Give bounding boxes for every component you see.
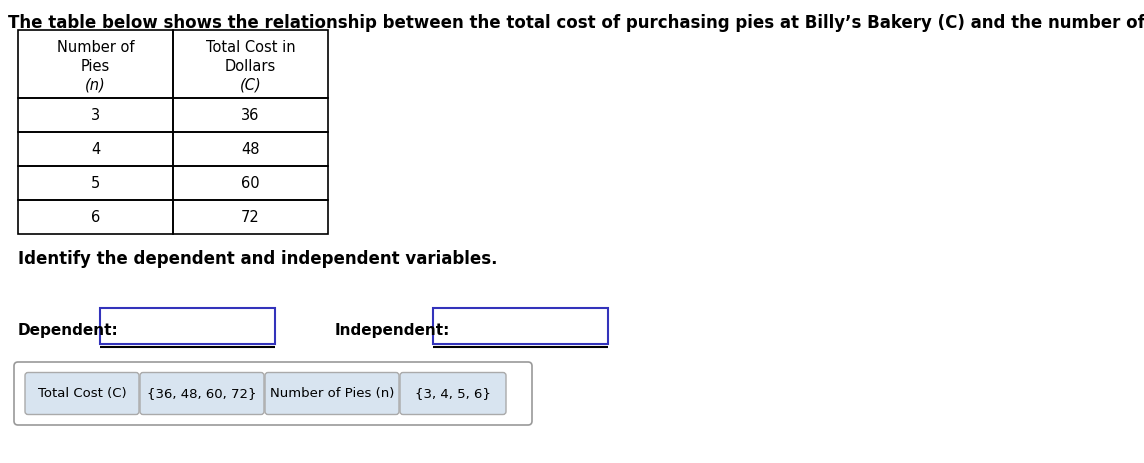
Bar <box>173 30 328 98</box>
Text: 5: 5 <box>90 175 101 190</box>
Text: The table below shows the relationship between the total cost of purchasing pies: The table below shows the relationship b… <box>8 14 1144 32</box>
Text: Total Cost (C): Total Cost (C) <box>38 387 126 400</box>
FancyBboxPatch shape <box>400 373 506 414</box>
Bar <box>173 200 328 234</box>
Bar <box>18 98 173 132</box>
Text: {36, 48, 60, 72}: {36, 48, 60, 72} <box>148 387 256 400</box>
Text: 60: 60 <box>241 175 260 190</box>
Text: Total Cost in: Total Cost in <box>206 40 295 55</box>
Text: 72: 72 <box>241 209 260 225</box>
FancyBboxPatch shape <box>265 373 399 414</box>
Bar <box>18 166 173 200</box>
FancyBboxPatch shape <box>25 373 140 414</box>
Text: Number of Pies (n): Number of Pies (n) <box>270 387 395 400</box>
FancyBboxPatch shape <box>140 373 264 414</box>
Text: Number of: Number of <box>57 40 134 55</box>
Text: Pies: Pies <box>81 59 110 74</box>
Bar <box>173 166 328 200</box>
Text: Independent:: Independent: <box>335 323 451 338</box>
Bar <box>18 30 173 98</box>
Text: Dependent:: Dependent: <box>18 323 119 338</box>
Bar <box>173 98 328 132</box>
Text: 4: 4 <box>90 142 101 156</box>
Text: 48: 48 <box>241 142 260 156</box>
Text: 6: 6 <box>90 209 101 225</box>
Text: (n): (n) <box>85 78 106 93</box>
Bar <box>18 132 173 166</box>
Text: {3, 4, 5, 6}: {3, 4, 5, 6} <box>415 387 491 400</box>
Bar <box>18 200 173 234</box>
FancyBboxPatch shape <box>14 362 532 425</box>
Bar <box>173 132 328 166</box>
Text: 3: 3 <box>90 107 100 123</box>
Text: Dollars: Dollars <box>225 59 276 74</box>
Bar <box>432 308 607 344</box>
Text: 36: 36 <box>241 107 260 123</box>
Text: (C): (C) <box>239 78 261 93</box>
Bar <box>100 308 275 344</box>
Text: Identify the dependent and independent variables.: Identify the dependent and independent v… <box>18 250 498 268</box>
